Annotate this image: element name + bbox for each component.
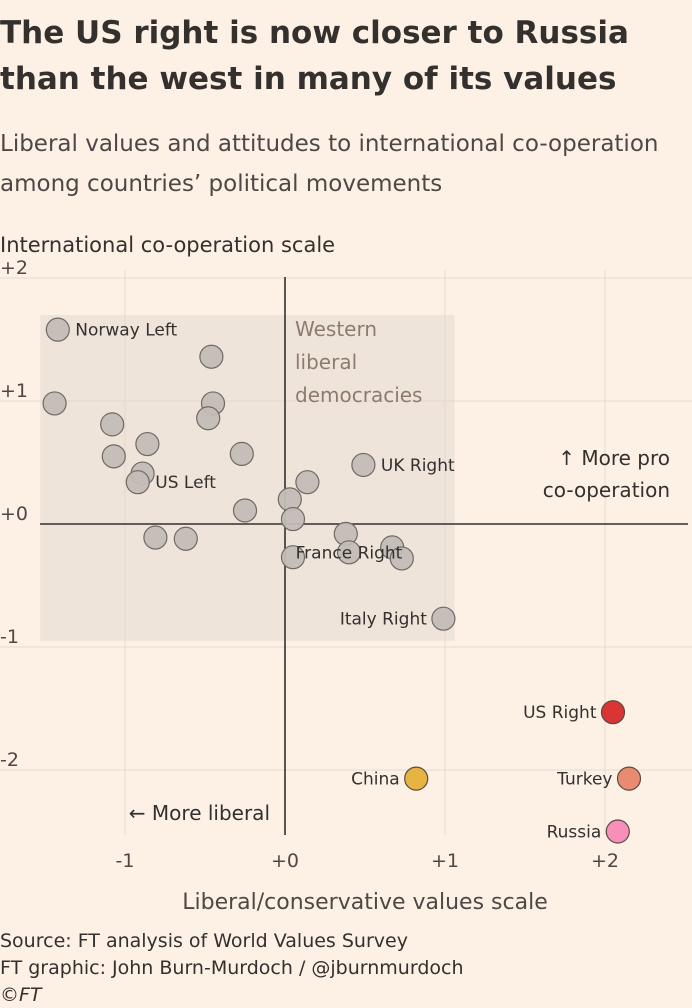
- data-point: [229, 441, 254, 466]
- data-point: [173, 526, 198, 551]
- source-line: Source: FT analysis of World Values Surv…: [0, 930, 408, 952]
- chart-subtitle: Liberal values and attitudes to internat…: [0, 131, 659, 197]
- region-label: liberal: [295, 350, 357, 374]
- data-point: [431, 606, 456, 631]
- data-point: [125, 470, 150, 495]
- data-point: [100, 412, 125, 437]
- x-tick-label: +0: [271, 850, 299, 872]
- data-point: [135, 431, 160, 457]
- annotation-pro-cooperation: ↑ More pro: [558, 446, 670, 470]
- y-tick-label: -1: [0, 626, 19, 648]
- region-label: democracies: [295, 383, 422, 407]
- y-tick-label: +1: [0, 380, 28, 402]
- point-label: UK Right: [381, 456, 455, 476]
- x-tick-label: +1: [431, 850, 459, 872]
- point-label: China: [351, 770, 400, 790]
- data-point: [45, 317, 70, 342]
- data-point: [295, 470, 320, 495]
- y-axis-label: International co-operation scale: [0, 233, 335, 257]
- point-label: Turkey: [556, 770, 612, 790]
- data-point: [199, 344, 224, 369]
- point-label: US Right: [523, 703, 597, 723]
- point-label: Italy Right: [340, 610, 427, 630]
- chart-title: The US right is now closer to Russia tha…: [0, 15, 629, 97]
- scatter-chart: International co-operation scale+2+1+0-1…: [0, 233, 692, 915]
- western-region: [40, 314, 455, 641]
- y-tick-label: +2: [0, 257, 28, 279]
- data-point: [336, 540, 362, 565]
- point-label: Norway Left: [75, 321, 177, 341]
- data-point: [280, 545, 306, 570]
- data-point: [143, 525, 168, 550]
- data-point: [605, 819, 630, 844]
- data-point: [600, 700, 626, 725]
- data-point: [389, 546, 414, 571]
- credit-line: FT graphic: John Burn-Murdoch / @jburnmu…: [0, 957, 464, 979]
- annotation-more-liberal: ← More liberal: [129, 801, 270, 825]
- x-tick-label: +2: [591, 850, 619, 872]
- y-tick-label: -2: [0, 749, 19, 771]
- data-point: [351, 452, 376, 478]
- point-label: France Right: [296, 543, 403, 563]
- data-point: [232, 498, 258, 523]
- x-tick-label: -1: [116, 850, 135, 872]
- point-label: US Left: [155, 473, 216, 493]
- data-point: [404, 766, 429, 791]
- region-label: Western: [295, 317, 377, 341]
- x-axis-label: Liberal/conservative values scale: [182, 890, 547, 915]
- copyright-line: ©FT: [0, 984, 42, 1006]
- data-point: [196, 406, 221, 431]
- y-tick-label: +0: [0, 503, 28, 525]
- data-point: [280, 506, 306, 532]
- annotation-pro-cooperation: co-operation: [543, 478, 670, 502]
- data-point: [616, 766, 642, 791]
- data-point: [101, 444, 126, 469]
- point-label: Russia: [547, 823, 602, 843]
- data-point: [42, 391, 67, 416]
